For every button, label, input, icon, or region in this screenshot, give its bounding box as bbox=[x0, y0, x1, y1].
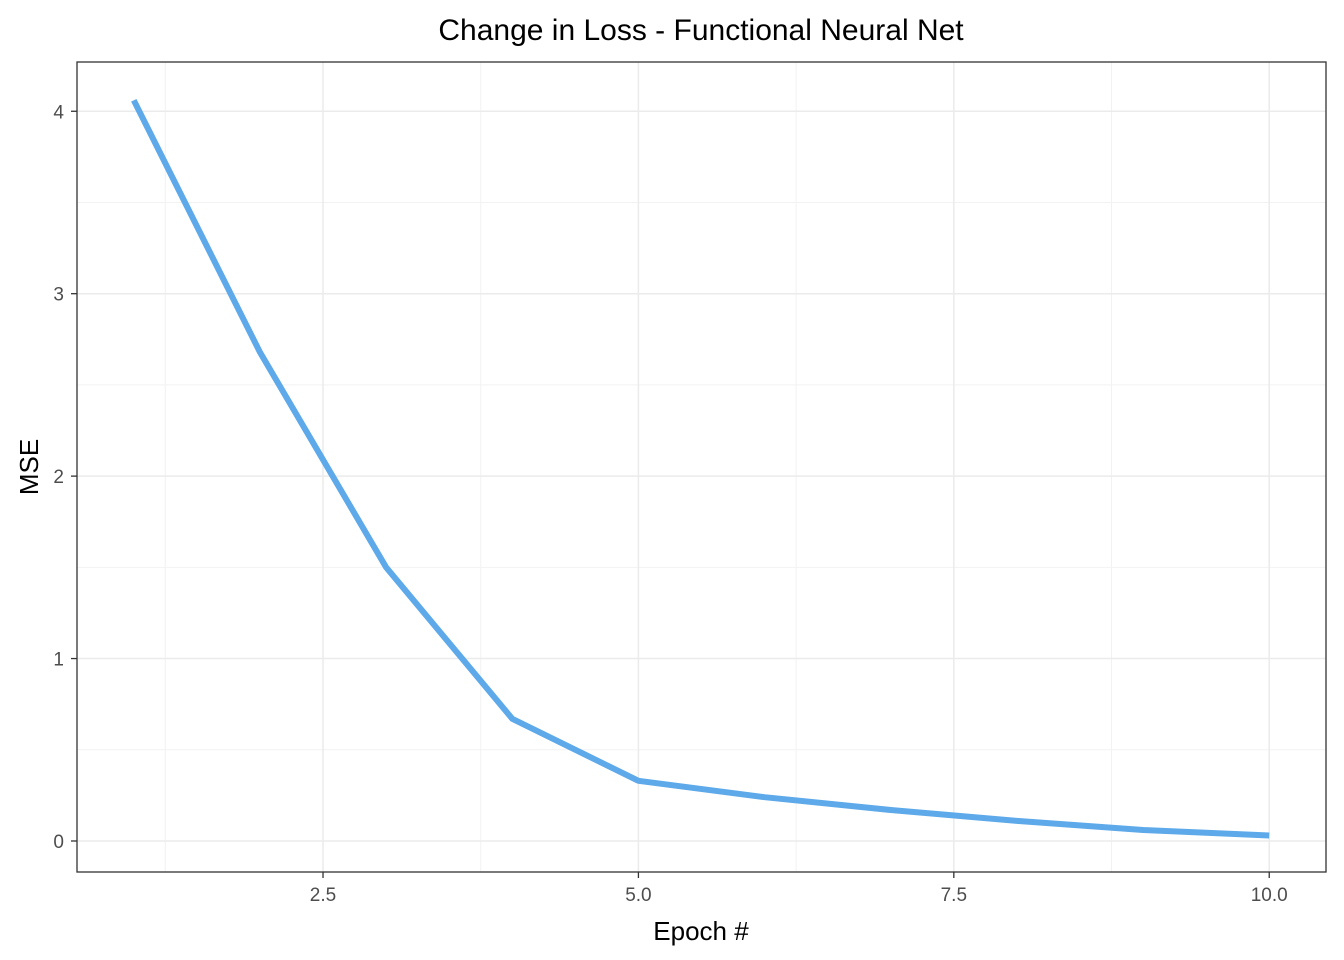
data-point-0-6 bbox=[888, 807, 894, 813]
data-point-0-0 bbox=[131, 97, 137, 103]
y-tick-label-1: 1 bbox=[53, 650, 64, 671]
data-point-0-3 bbox=[509, 716, 515, 722]
y-tick-label-2: 2 bbox=[53, 467, 64, 488]
y-tick-label-0: 0 bbox=[53, 832, 64, 853]
data-point-0-8 bbox=[1140, 827, 1146, 833]
y-tick-label-4: 4 bbox=[53, 102, 64, 123]
data-point-0-1 bbox=[257, 349, 263, 355]
y-tick-label-3: 3 bbox=[53, 285, 64, 306]
data-point-0-5 bbox=[762, 794, 768, 800]
data-point-0-4 bbox=[635, 778, 641, 784]
x-axis-label: Epoch # bbox=[653, 916, 749, 946]
chart-title: Change in Loss - Functional Neural Net bbox=[438, 14, 964, 47]
data-point-0-9 bbox=[1266, 833, 1272, 839]
major-gridlines bbox=[77, 62, 1326, 872]
x-axis-ticks: 2.5 5.0 7.5 10.0 bbox=[310, 872, 1288, 906]
x-tick-label-0: 2.5 bbox=[310, 885, 336, 906]
minor-gridlines bbox=[77, 62, 1326, 872]
y-axis-ticks: 0 1 2 3 4 bbox=[53, 102, 77, 853]
series-line-0 bbox=[131, 98, 1270, 839]
plot-border bbox=[76, 61, 1327, 873]
data-point-0-2 bbox=[383, 564, 389, 570]
x-tick-label-3: 10.0 bbox=[1251, 885, 1288, 906]
y-axis-label: MSE bbox=[14, 439, 44, 495]
data-point-0-7 bbox=[1014, 818, 1020, 824]
x-tick-label-2: 7.5 bbox=[941, 885, 967, 906]
series-layer bbox=[131, 97, 1272, 839]
x-tick-label-1: 5.0 bbox=[625, 885, 651, 906]
